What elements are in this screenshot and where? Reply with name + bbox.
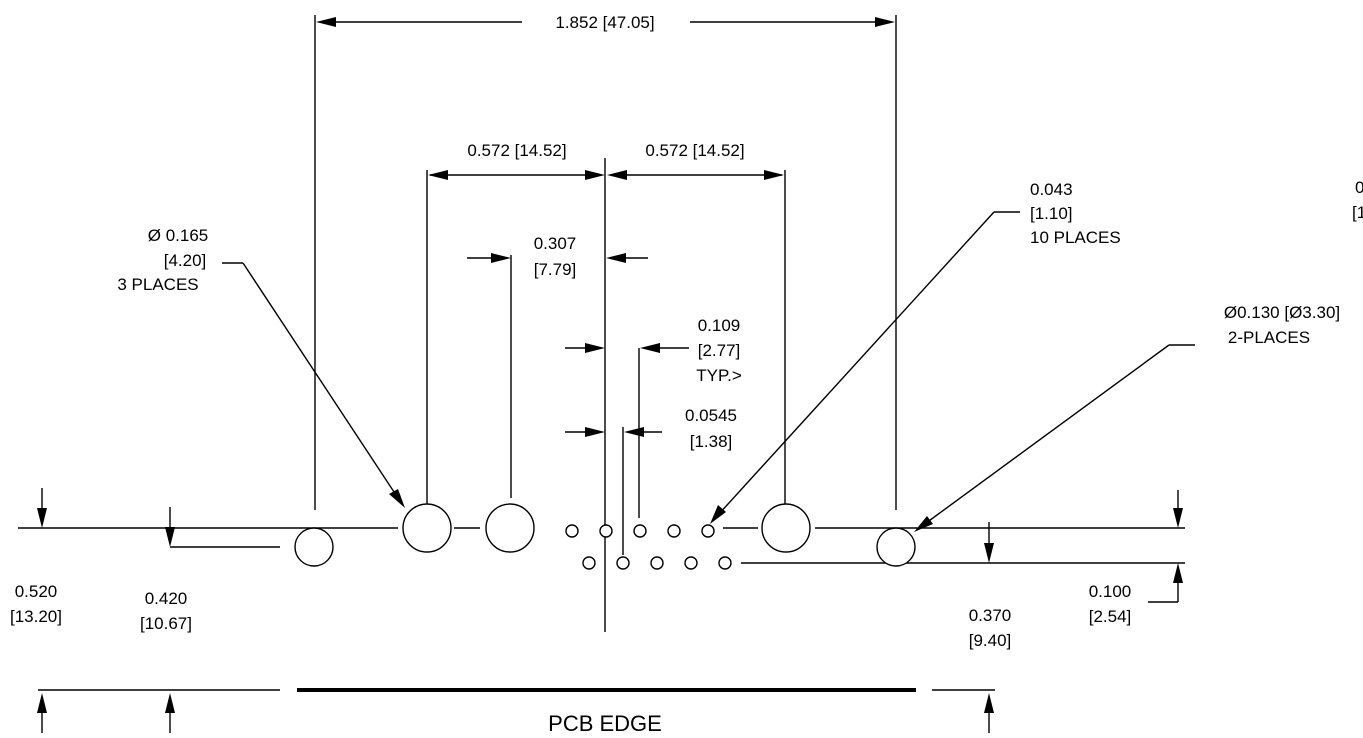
- small-hole: [718, 556, 732, 570]
- locating-hole-qty: 2-PLACES: [1228, 328, 1310, 347]
- pin-half-pitch-dimension: 0.0545 [1.38]: [565, 406, 737, 555]
- holes: [294, 503, 916, 570]
- locating-hole-callout: Ø0.130 [Ø3.30] 2-PLACES: [914, 303, 1340, 532]
- left-spacing-label: 0.572 [14.52]: [467, 141, 566, 160]
- edge-to-top-row-inch: 0.520: [15, 582, 58, 601]
- small-hole-callout: 0.043 [1.10] 10 PLACES: [710, 180, 1121, 524]
- edge-to-bottom-row-inch: 0.370: [969, 606, 1012, 625]
- large-hole-size: Ø 0.165: [148, 226, 209, 245]
- row-spacing-mm: [2.54]: [1089, 607, 1132, 626]
- edge-to-top-row-dimension: 0.520 [13.20]: [10, 488, 62, 733]
- large-hole-mm: [4.20]: [164, 251, 207, 270]
- small-hole: [701, 524, 715, 538]
- hole-spacing-dimensions: 0.572 [14.52] 0.572 [14.52]: [426, 141, 786, 508]
- large-hole-callout: Ø 0.165 [4.20] 3 PLACES: [117, 226, 405, 508]
- large-hole-qty: 3 PLACES: [117, 275, 198, 294]
- right-spacing-label: 0.572 [14.52]: [645, 141, 744, 160]
- small-hole: [667, 524, 681, 538]
- mount-offset-mm: [7.79]: [534, 260, 577, 279]
- pin-pitch-inch: 0.109: [698, 316, 741, 335]
- pin-pitch-dimension: 0.109 [2.77] TYP.>: [565, 316, 742, 518]
- pin-pitch-mm: [2.77]: [698, 341, 741, 360]
- overall-width-label: 1.852 [47.05]: [555, 13, 654, 32]
- small-hole: [616, 556, 630, 570]
- post-hole: [294, 527, 334, 567]
- edge-to-bottom-row-dimension: 0.370 [9.40]: [969, 522, 1012, 733]
- edge-to-post-dimension: 0.420 [10.67]: [140, 507, 192, 733]
- large-hole-right: [761, 503, 811, 553]
- pin-half-pitch-inch: 0.0545: [685, 406, 737, 425]
- edge-to-top-row-mm: [13.20]: [10, 607, 62, 626]
- small-hole-qty: 10 PLACES: [1030, 228, 1121, 247]
- locating-hole-size: Ø0.130 [Ø3.30]: [1224, 303, 1340, 322]
- row-spacing-dimension: 0.100 [2.54]: [1089, 490, 1183, 626]
- mount-offset-dimension: 0.307 [7.79]: [467, 234, 648, 498]
- row-spacing-inch: 0.100: [1089, 582, 1132, 601]
- truncated-label-line2: [1: [1352, 203, 1363, 222]
- edge-to-post-inch: 0.420: [145, 589, 188, 608]
- pin-half-pitch-mm: [1.38]: [690, 432, 733, 451]
- pcb-edge: PCB EDGE: [38, 688, 995, 736]
- small-hole: [582, 556, 596, 570]
- small-hole: [565, 524, 579, 538]
- overall-width-dimension: 1.852 [47.05]: [314, 13, 897, 510]
- small-hole: [650, 556, 664, 570]
- mount-offset-inch: 0.307: [534, 234, 577, 253]
- small-hole: [684, 556, 698, 570]
- edge-to-post-mm: [10.67]: [140, 614, 192, 633]
- small-hole-size: 0.043: [1030, 180, 1073, 199]
- pcb-edge-label: PCB EDGE: [548, 711, 662, 736]
- edge-to-bottom-row-mm: [9.40]: [969, 631, 1012, 650]
- pin-pitch-note: TYP.>: [696, 366, 742, 385]
- small-hole: [633, 524, 647, 538]
- large-hole-middle: [485, 503, 535, 553]
- row-reference-lines: [18, 527, 1185, 564]
- small-hole: [599, 524, 613, 538]
- truncated-label-line1: 0: [1355, 178, 1363, 197]
- small-hole-mm: [1.10]: [1030, 204, 1073, 223]
- locating-hole-right: [876, 527, 916, 567]
- large-hole-left: [402, 503, 452, 553]
